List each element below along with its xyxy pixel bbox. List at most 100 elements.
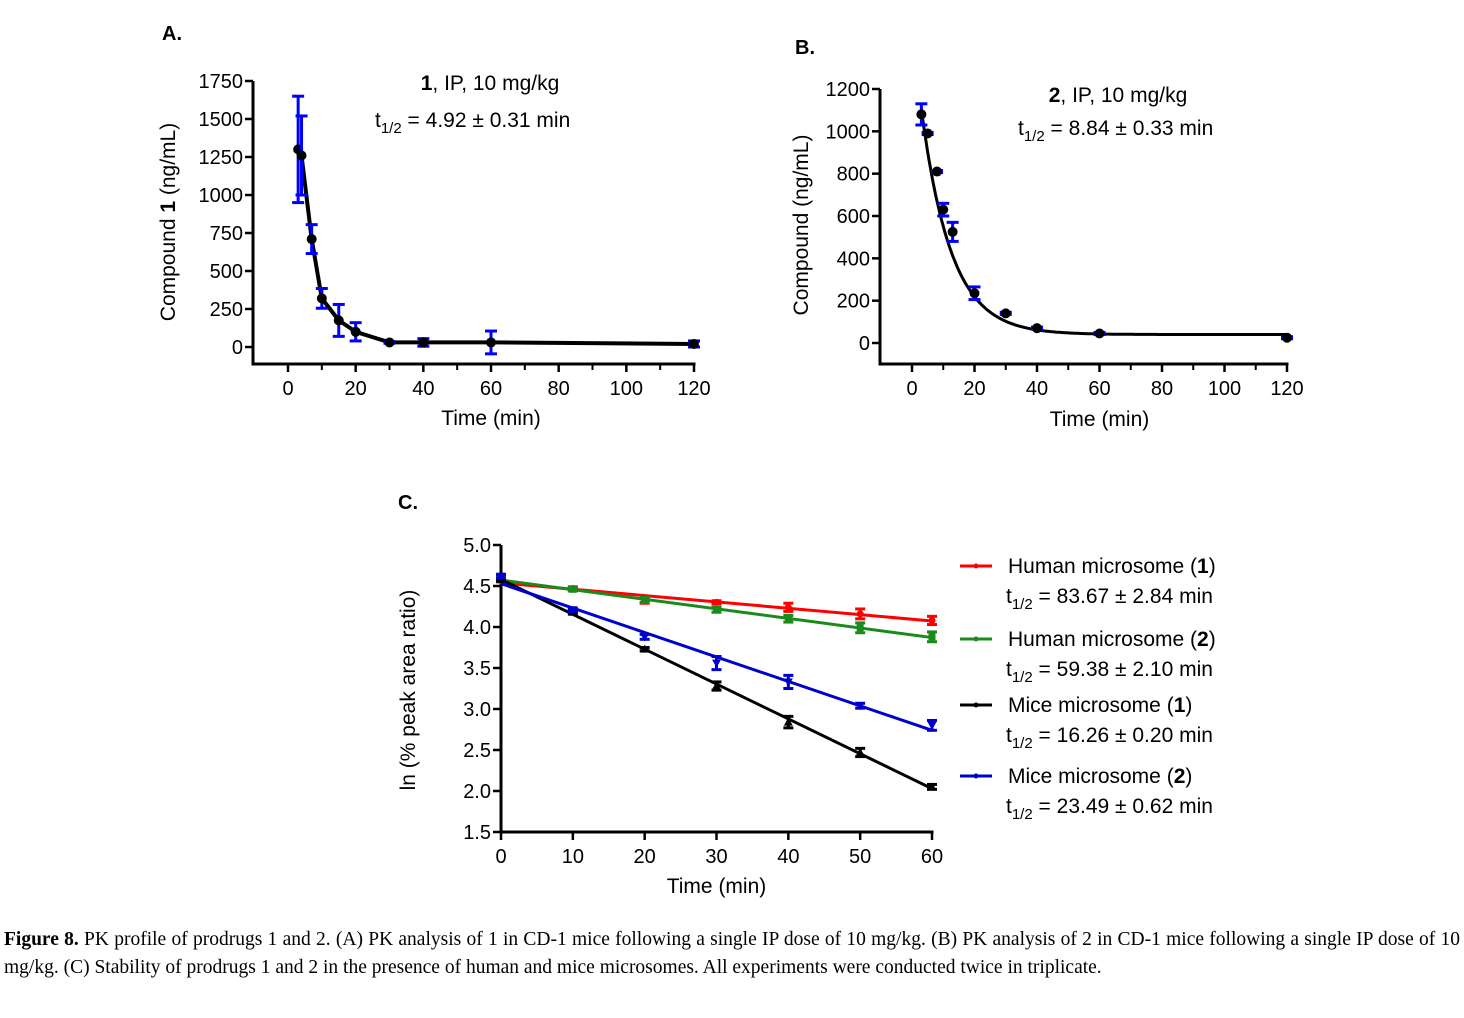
legend-item: Mice microsome (2) t1/2 = 23.49 ± 0.62 mi…	[960, 765, 1213, 823]
panel-title-compound: 1	[421, 72, 433, 95]
halflife-subscript: 1/2	[1024, 128, 1045, 145]
x-axis-label: Time (min)	[667, 875, 767, 898]
y-tick-label: 400	[837, 248, 870, 270]
x-tick-label: 40	[777, 846, 799, 868]
panel-title-rest: , IP, 10 mg/kg	[432, 72, 559, 95]
legend-label: Mice microsome (1)	[1008, 694, 1192, 717]
y-tick-label: 250	[210, 299, 243, 321]
data-point	[784, 615, 792, 623]
halflife-value: = 23.49 ± 0.62 min	[1033, 795, 1213, 818]
halflife-subscript: 1/2	[1012, 669, 1033, 686]
panel-title: 2, IP, 10 mg/kg	[1049, 84, 1188, 107]
data-point	[856, 610, 864, 618]
halflife-value: = 8.84 ± 0.33 min	[1045, 117, 1214, 140]
x-tick-label: 120	[1270, 378, 1303, 400]
data-point	[928, 616, 936, 624]
data-point	[418, 337, 429, 348]
halflife-prefix: t	[375, 109, 381, 132]
data-point	[496, 572, 506, 581]
y-tick-label: 1.5	[463, 822, 491, 844]
x-tick-label: 20	[963, 378, 985, 400]
legend-label-suffix: )	[1209, 628, 1216, 651]
y-tick-label: 1500	[199, 109, 244, 131]
data-point	[296, 150, 307, 161]
data-point	[350, 326, 361, 337]
data-point	[384, 337, 395, 348]
halflife-prefix: t	[1006, 795, 1012, 818]
data-point	[712, 681, 721, 690]
x-tick-label: 80	[1151, 378, 1173, 400]
x-tick-label: 50	[849, 846, 871, 868]
y-tick-label: 0	[859, 333, 870, 355]
y-tick-label: 4.5	[463, 576, 491, 598]
panel-title: 1, IP, 10 mg/kg	[421, 72, 560, 95]
legend-label-suffix: )	[1185, 765, 1192, 788]
y-axis-label-prefix: Compound	[157, 213, 180, 322]
y-tick-label: 2.5	[463, 740, 491, 762]
panel-title-rest: , IP, 10 mg/kg	[1060, 84, 1187, 107]
caption-label: Figure 8.	[4, 929, 79, 950]
x-axis-label: Time (min)	[1050, 408, 1150, 431]
legend-label-compound: 1	[1174, 694, 1186, 717]
halflife-prefix: t	[1018, 117, 1024, 140]
x-tick-label: 0	[906, 378, 917, 400]
y-tick-label: 3.5	[463, 658, 491, 680]
legend-halflife: t1/2 = 83.67 ± 2.84 min	[1006, 585, 1213, 613]
data-point	[783, 678, 793, 687]
data-point	[855, 747, 865, 756]
y-tick-label: 500	[210, 261, 243, 283]
y-tick-label: 750	[210, 223, 243, 245]
x-tick-label: 80	[548, 378, 570, 400]
x-tick-label: 60	[921, 846, 943, 868]
panel-title-compound: 2	[1049, 84, 1061, 107]
data-point	[1032, 323, 1042, 334]
data-point	[333, 315, 344, 326]
data-point	[569, 585, 577, 593]
legend-label: Mice microsome (2)	[1008, 765, 1192, 788]
legend-item: Human microsome (2) t1/2 = 59.38 ± 2.10 m…	[960, 628, 1216, 686]
y-tick-label: 1750	[199, 71, 244, 93]
y-tick-label: 2.0	[463, 781, 491, 803]
data-point	[1094, 328, 1105, 339]
x-tick-label: 0	[282, 378, 293, 400]
data-point	[855, 702, 865, 711]
x-tick-label: 60	[480, 378, 502, 400]
y-axis-label: Compound (ng/mL)	[790, 135, 813, 316]
panel-label: C.	[398, 492, 418, 514]
data-point	[568, 606, 578, 615]
data-point	[856, 624, 864, 632]
data-point	[928, 633, 936, 641]
series-1	[496, 576, 937, 627]
x-axis-label: Time (min)	[441, 407, 541, 430]
data-point	[712, 659, 721, 668]
data-point	[938, 204, 949, 215]
halflife-subscript: 1/2	[1012, 735, 1033, 752]
legend-label: Human microsome (2)	[1008, 628, 1216, 651]
series-line	[296, 148, 695, 346]
legend-label-prefix: Human microsome (	[1008, 628, 1197, 651]
y-tick-label: 1000	[199, 185, 244, 207]
halflife-value: = 59.38 ± 2.10 min	[1033, 658, 1213, 681]
x-tick-label: 10	[562, 846, 584, 868]
x-tick-label: 120	[677, 378, 710, 400]
legend-swatch-marker	[973, 702, 979, 708]
x-tick-label: 40	[412, 378, 434, 400]
legend-halflife: t1/2 = 59.38 ± 2.10 min	[1006, 658, 1213, 686]
legend-label-compound: 1	[1197, 555, 1209, 578]
data-point	[922, 128, 933, 139]
x-tick-label: 0	[495, 846, 506, 868]
x-tick-label: 100	[1208, 378, 1241, 400]
halflife-subscript: 1/2	[381, 120, 402, 137]
legend-label-suffix: )	[1185, 694, 1192, 717]
halflife-subscript: 1/2	[1012, 806, 1033, 823]
y-axis-label-prefix: Compound (ng/mL)	[790, 135, 813, 316]
halflife-annotation: t1/2 = 4.92 ± 0.31 min	[375, 109, 570, 137]
legend-label-compound: 2	[1174, 765, 1186, 788]
y-tick-label: 0	[232, 337, 243, 359]
y-axis-label-suffix: (ng/mL)	[157, 123, 180, 201]
legend-label-prefix: Mice microsome (	[1008, 694, 1174, 717]
data-point	[969, 288, 980, 299]
legend-label-prefix: Human microsome (	[1008, 555, 1197, 578]
y-tick-label: 5.0	[463, 535, 491, 557]
